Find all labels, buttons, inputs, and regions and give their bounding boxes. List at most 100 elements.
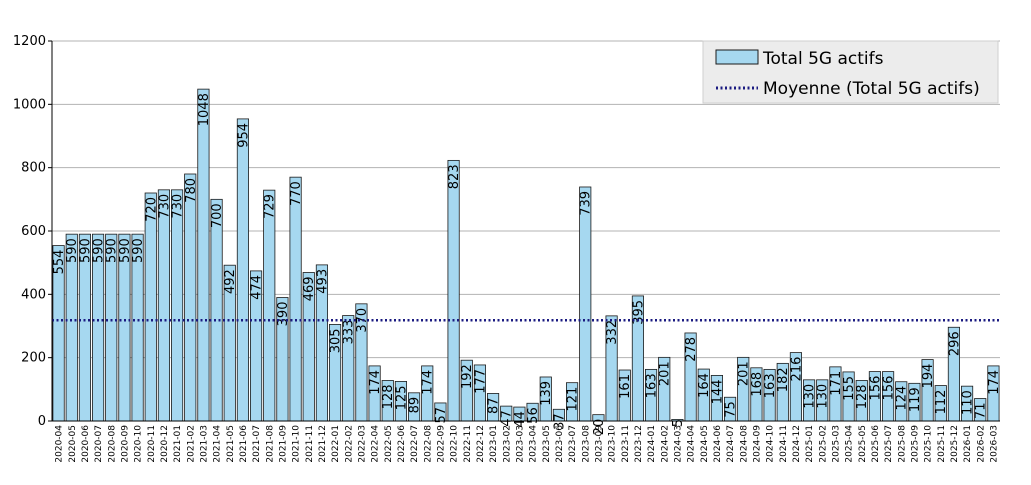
x-tick-label: 2024-01 — [647, 425, 657, 463]
x-tick-label: 2024-02 — [660, 425, 670, 463]
data-label: 163 — [763, 373, 778, 398]
x-tick-label: 2021-08 — [265, 425, 275, 463]
x-tick-label: 2025-10 — [924, 425, 934, 463]
x-tick-label: 2024-09 — [752, 425, 762, 463]
data-label: 47 — [500, 410, 515, 427]
data-label: 590 — [78, 238, 93, 263]
data-label: 5 — [671, 419, 686, 427]
x-tick-label: 2023-11 — [621, 425, 631, 463]
x-tick-label: 2023-05 — [542, 425, 552, 463]
x-tick-label: 2020-08 — [107, 425, 117, 463]
data-label: 174 — [987, 370, 1002, 395]
data-label: 171 — [829, 371, 844, 396]
x-tick-label: 2025-05 — [858, 425, 868, 463]
data-label: 823 — [447, 164, 462, 189]
data-label: 729 — [263, 194, 278, 219]
y-axis: 0 200 400 600 800 1000 1200 — [13, 34, 53, 429]
legend-label-bars: Total 5G actifs — [762, 49, 884, 69]
bar — [236, 118, 249, 422]
x-tick-label: 2021-07 — [252, 425, 262, 463]
bar — [157, 189, 170, 422]
data-label: 174 — [421, 370, 436, 395]
x-tick-label: 2021-04 — [213, 425, 223, 463]
data-label: 296 — [947, 331, 962, 356]
x-tick-label: 2022-07 — [410, 425, 420, 463]
data-label: 168 — [750, 372, 765, 397]
data-label: 194 — [921, 364, 936, 389]
data-label: 161 — [618, 374, 633, 399]
data-label: 156 — [882, 376, 897, 401]
x-tick-label: 2023-01 — [489, 425, 499, 463]
data-label: 56 — [526, 407, 541, 424]
x-tick-label: 2022-08 — [423, 425, 433, 463]
x-tick-label: 2026-01 — [963, 425, 973, 463]
data-label: 182 — [776, 367, 791, 392]
data-label: 370 — [355, 308, 370, 333]
data-label: 590 — [65, 238, 80, 263]
x-tick-label: 2023-03 — [515, 425, 525, 463]
x-tick-label: 2022-06 — [397, 425, 407, 463]
data-label: 554 — [52, 250, 67, 275]
x-tick-label: 2022-12 — [476, 425, 486, 463]
data-label: 332 — [605, 320, 620, 345]
data-label: 128 — [381, 384, 396, 409]
x-tick-label: 2026-03 — [989, 425, 999, 463]
x-tick-label: 2021-06 — [239, 425, 249, 463]
x-tick-label: 2020-06 — [81, 425, 91, 463]
y-tick-label: 1000 — [13, 97, 46, 112]
x-tick-label: 2020-05 — [68, 425, 78, 463]
data-label: 44 — [513, 411, 528, 428]
x-axis: 2020-04 2020-05 2020-06 2020-07 2020-08 2020-… — [52, 420, 1000, 463]
x-tick-label: 2023-12 — [634, 425, 644, 463]
data-label: 124 — [895, 386, 910, 411]
data-label: 112 — [934, 390, 949, 415]
x-tick-label: 2020-11 — [147, 425, 157, 463]
x-tick-label: 2024-08 — [739, 425, 749, 463]
data-label: 128 — [855, 384, 870, 409]
data-label: 780 — [184, 178, 199, 203]
data-label: 139 — [539, 381, 554, 406]
data-label: 305 — [329, 328, 344, 353]
bars — [52, 88, 1000, 422]
x-tick-label: 2020-10 — [134, 425, 144, 463]
data-label: 20 — [592, 419, 607, 436]
data-label: 469 — [302, 276, 317, 301]
data-label: 493 — [315, 269, 330, 294]
x-tick-label: 2024-07 — [726, 425, 736, 463]
x-tick-label: 2021-03 — [199, 425, 209, 463]
x-tick-label: 2020-09 — [120, 425, 130, 463]
bar — [289, 176, 302, 422]
x-tick-label: 2024-04 — [687, 425, 697, 463]
data-label: 730 — [157, 194, 172, 219]
x-tick-label: 2022-02 — [344, 425, 354, 463]
x-tick-label: 2025-06 — [871, 425, 881, 463]
data-label: 739 — [579, 191, 594, 216]
x-tick-label: 2023-06 — [555, 425, 565, 463]
x-tick-label: 2021-12 — [318, 425, 328, 463]
data-label: 590 — [118, 238, 133, 263]
x-tick-label: 2021-11 — [305, 425, 315, 463]
data-label: 155 — [842, 376, 857, 401]
x-tick-label: 2023-04 — [529, 425, 539, 463]
data-label: 87 — [487, 397, 502, 414]
x-tick-label: 2020-07 — [94, 425, 104, 463]
legend-swatch-bar — [715, 49, 759, 65]
data-label: 177 — [473, 369, 488, 394]
legend: Total 5G actifs Moyenne (Total 5G actifs… — [702, 40, 999, 104]
x-tick-label: 2021-01 — [173, 425, 183, 463]
data-label: 130 — [803, 384, 818, 409]
x-tick-label: 2021-05 — [226, 425, 236, 463]
data-label: 278 — [684, 337, 699, 362]
data-label: 700 — [210, 203, 225, 228]
x-tick-label: 2025-02 — [818, 425, 828, 463]
x-tick-label: 2025-07 — [884, 425, 894, 463]
data-label: 770 — [289, 181, 304, 206]
x-tick-label: 2022-04 — [371, 425, 381, 463]
bar — [263, 189, 276, 422]
x-tick-label: 2023-07 — [568, 425, 578, 463]
x-tick-label: 2021-02 — [186, 425, 196, 463]
bar — [210, 198, 223, 422]
grid-lines — [52, 40, 1000, 422]
x-tick-label: 2025-08 — [897, 425, 907, 463]
